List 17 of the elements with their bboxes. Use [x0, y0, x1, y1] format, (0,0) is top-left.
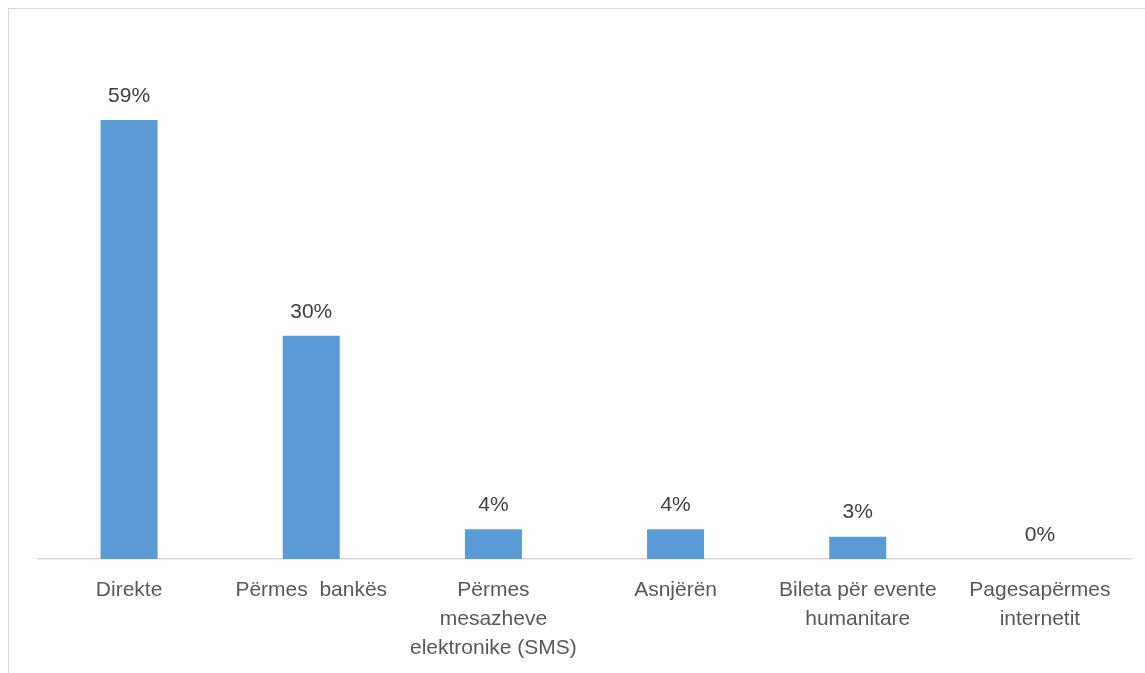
data-label: 4% — [660, 492, 691, 516]
bar — [282, 335, 340, 559]
bar — [647, 529, 705, 559]
data-label: 59% — [108, 82, 151, 106]
data-label: 4% — [478, 492, 509, 516]
x-tick-label: Bileta për evente humanitare — [778, 577, 937, 630]
data-label: 0% — [1024, 521, 1056, 545]
x-tick-label: Asnjërën — [634, 577, 718, 601]
x-tick-label: Direkte — [95, 577, 163, 601]
data-label: 3% — [842, 499, 873, 523]
bar — [100, 120, 158, 559]
x-tick-label: Përmes mesazheve elektronike (SMS) — [409, 577, 577, 659]
x-tick-label: Pagesapërmes internetit — [969, 577, 1111, 630]
data-label: 30% — [290, 298, 333, 322]
bar — [464, 529, 522, 559]
x-tick-label: Përmes bankës — [235, 577, 388, 601]
bar — [829, 536, 887, 559]
